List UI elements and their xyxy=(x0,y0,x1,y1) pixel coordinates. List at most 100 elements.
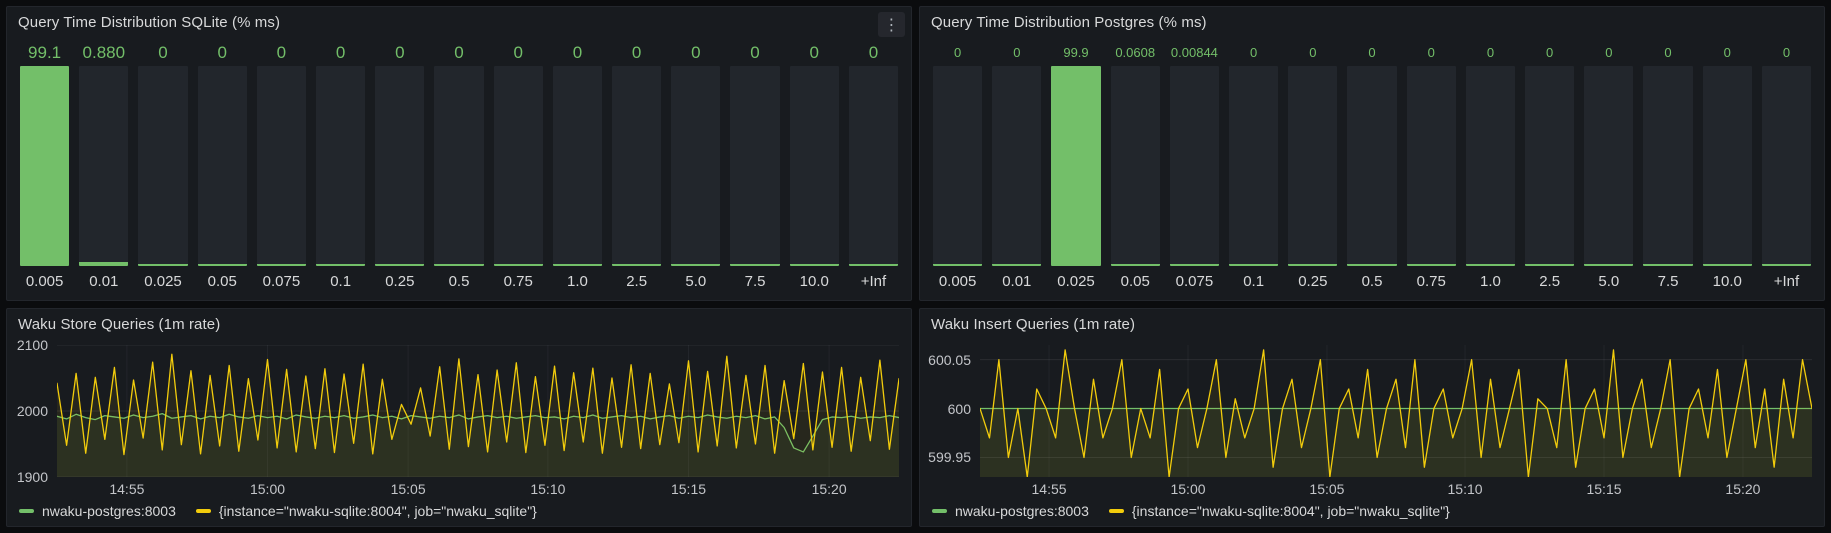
panel-header[interactable]: Waku Store Queries (1m rate) xyxy=(7,309,911,339)
x-axis-tick: 15:05 xyxy=(390,481,426,497)
bucket-bar-fill xyxy=(612,264,662,266)
bucket-bar xyxy=(1761,66,1812,266)
bucket-bar-fill xyxy=(552,264,603,266)
bucket-bar-fill xyxy=(1051,66,1101,266)
legend-label: nwaku-postgres:8003 xyxy=(955,502,1089,519)
panel-title: Waku Insert Queries (1m rate) xyxy=(931,315,1136,333)
histogram-bucket[interactable]: 0 0.1 xyxy=(316,39,366,292)
legend-item-postgres[interactable]: nwaku-postgres:8003 xyxy=(19,503,176,519)
histogram-bucket[interactable]: 0 0.75 xyxy=(493,39,543,292)
histogram-bucket[interactable]: 0 7.5 xyxy=(730,39,780,292)
bucket-value-label: 0 xyxy=(953,45,962,60)
panel-header[interactable]: Query Time Distribution SQLite (% ms) xyxy=(7,7,911,37)
x-axis-tick: 15:05 xyxy=(1309,481,1345,497)
time-series-plot[interactable] xyxy=(57,345,899,477)
bucket-bar xyxy=(612,66,662,266)
bucket-label: 0.025 xyxy=(1057,273,1095,290)
histogram-bucket[interactable]: 0 2.5 xyxy=(612,39,662,292)
bucket-label: 0.005 xyxy=(25,273,64,290)
bucket-label: +Inf xyxy=(860,273,887,290)
bucket-label: 0.01 xyxy=(89,273,119,290)
bucket-value-label: 0 xyxy=(1368,45,1376,60)
histogram-bucket[interactable]: 0 0.5 xyxy=(434,39,484,292)
bucket-bar xyxy=(1169,66,1220,266)
histogram-bucket[interactable]: 0 +Inf xyxy=(848,39,899,292)
bucket-label: +Inf xyxy=(1773,273,1800,290)
bucket-bar xyxy=(1347,66,1397,266)
bucket-value-label: 0 xyxy=(1250,45,1258,60)
panel-title: Query Time Distribution SQLite (% ms) xyxy=(18,13,281,31)
histogram-bucket[interactable]: 0 +Inf xyxy=(1761,39,1812,292)
time-series-plot[interactable] xyxy=(980,345,1812,477)
bucket-bar xyxy=(434,66,484,266)
bucket-label: 7.5 xyxy=(1657,273,1679,290)
histogram-bucket[interactable]: 0 10.0 xyxy=(789,39,839,292)
histogram-bucket[interactable]: 0 1.0 xyxy=(552,39,603,292)
bucket-value-label: 0 xyxy=(513,43,523,62)
histogram-bucket[interactable]: 0 5.0 xyxy=(1584,39,1634,292)
histogram-bucket[interactable]: 0 0.075 xyxy=(256,39,307,292)
bucket-bar xyxy=(1288,66,1338,266)
histogram-bucket[interactable]: 0 0.005 xyxy=(933,39,983,292)
histogram-bucket[interactable]: 0 5.0 xyxy=(671,39,721,292)
bucket-value-label: 99.9 xyxy=(1063,45,1089,60)
bucket-value-label: 99.1 xyxy=(28,43,62,62)
panel-header[interactable]: Query Time Distribution Postgres (% ms) xyxy=(920,7,1824,37)
bucket-label: 0.5 xyxy=(1361,273,1383,290)
bucket-bar xyxy=(552,66,603,266)
legend-item-sqlite[interactable]: {instance="nwaku-sqlite:8004", job="nwak… xyxy=(1108,503,1450,519)
time-series-svg xyxy=(57,345,899,477)
bucket-bar xyxy=(671,66,721,266)
bucket-bar xyxy=(316,66,366,266)
panel-header[interactable]: Waku Insert Queries (1m rate) xyxy=(920,309,1824,339)
panel-query-time-sqlite: Query Time Distribution SQLite (% ms) ⋮ … xyxy=(6,6,912,301)
panel-waku-insert-queries: Waku Insert Queries (1m rate) 600.05 600 5… xyxy=(919,308,1825,527)
histogram-bucket[interactable]: 0 0.05 xyxy=(197,39,247,292)
histogram-bucket[interactable]: 0 7.5 xyxy=(1643,39,1693,292)
bucket-bar xyxy=(1229,66,1279,266)
histogram-bucket[interactable]: 99.1 0.005 xyxy=(20,39,70,292)
bucket-bar-fill xyxy=(1347,264,1397,266)
histogram-bucket[interactable]: 0 0.025 xyxy=(138,39,188,292)
histogram-bucket[interactable]: 0 0.25 xyxy=(375,39,425,292)
bucket-bar xyxy=(138,66,188,266)
bucket-bar-fill xyxy=(789,264,839,266)
bucket-bar xyxy=(848,66,899,266)
bucket-bar xyxy=(1525,66,1575,266)
legend-item-postgres[interactable]: nwaku-postgres:8003 xyxy=(932,503,1089,519)
histogram-bucket[interactable]: 0 0.01 xyxy=(992,39,1042,292)
x-axis-tick: 14:55 xyxy=(109,481,145,497)
bucket-bar-fill xyxy=(256,264,307,266)
bucket-label: 1.0 xyxy=(567,273,588,290)
histogram-bucket[interactable]: 0 1.0 xyxy=(1465,39,1516,292)
y-axis-tick: 2000 xyxy=(16,403,48,419)
panel-menu-button[interactable]: ⋮ xyxy=(878,12,905,37)
bucket-bar-fill xyxy=(1465,264,1516,266)
histogram-bucket[interactable]: 0 2.5 xyxy=(1525,39,1575,292)
histogram-bucket[interactable]: 0.00844 0.075 xyxy=(1169,39,1220,292)
histogram-bucket[interactable]: 0 0.25 xyxy=(1288,39,1338,292)
legend-item-sqlite[interactable]: {instance="nwaku-sqlite:8004", job="nwak… xyxy=(195,503,537,519)
bucket-bar-fill xyxy=(848,264,899,266)
y-axis-tick: 2100 xyxy=(16,337,48,353)
histogram-bucket[interactable]: 0 10.0 xyxy=(1702,39,1752,292)
bucket-bar-fill xyxy=(1110,263,1160,266)
histogram-bucket[interactable]: 0.0608 0.05 xyxy=(1110,39,1160,292)
histogram-bucket[interactable]: 99.9 0.025 xyxy=(1051,39,1101,292)
bucket-value-label: 0 xyxy=(1013,45,1021,60)
bucket-bar xyxy=(20,66,70,266)
x-axis-tick: 14:55 xyxy=(1031,481,1067,497)
bucket-value-label: 0 xyxy=(335,43,346,62)
bucket-bar xyxy=(493,66,543,266)
histogram-bucket[interactable]: 0 0.1 xyxy=(1229,39,1279,292)
bucket-value-label: 0 xyxy=(1782,45,1791,60)
bucket-bar xyxy=(789,66,839,266)
bucket-bar-fill xyxy=(1229,264,1279,266)
histogram-bucket[interactable]: 0.880 0.01 xyxy=(79,39,129,292)
panel-query-time-postgres: Query Time Distribution Postgres (% ms) … xyxy=(919,6,1825,301)
y-axis-tick: 1900 xyxy=(16,469,48,485)
histogram-bucket[interactable]: 0 0.75 xyxy=(1406,39,1456,292)
bucket-value-label: 0.0608 xyxy=(1115,45,1156,60)
bucket-bar-fill xyxy=(671,264,721,266)
histogram-bucket[interactable]: 0 0.5 xyxy=(1347,39,1397,292)
